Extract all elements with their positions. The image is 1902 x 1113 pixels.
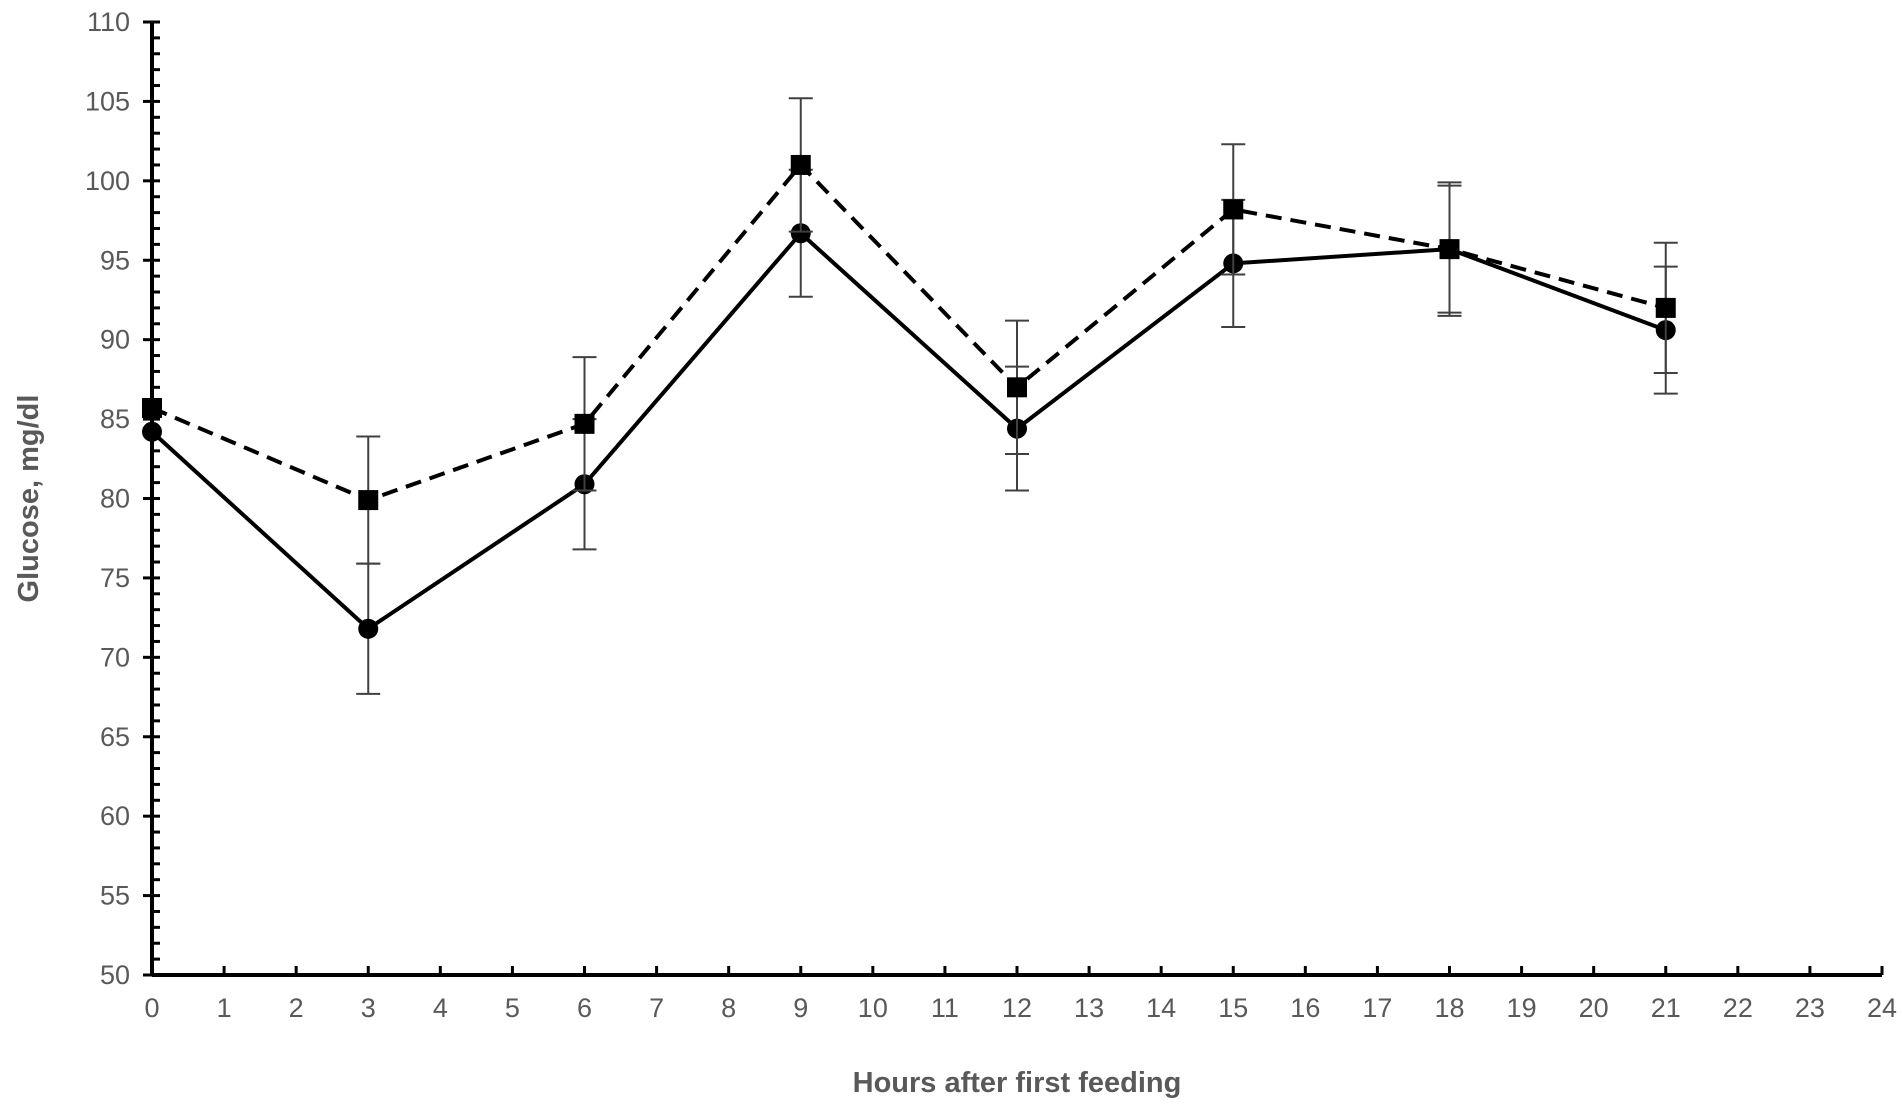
y-tick-label: 70 bbox=[100, 642, 130, 672]
x-tick-label: 16 bbox=[1290, 993, 1320, 1023]
y-tick-label: 50 bbox=[100, 960, 130, 990]
x-tick-label: 12 bbox=[1002, 993, 1032, 1023]
series-line bbox=[151, 162, 1667, 503]
x-tick-label: 4 bbox=[433, 993, 448, 1023]
y-tick-label: 100 bbox=[85, 166, 130, 196]
data-point-square bbox=[1223, 199, 1244, 220]
x-tick-label: 15 bbox=[1218, 993, 1248, 1023]
x-tick-label: 1 bbox=[217, 993, 232, 1023]
y-tick-label: 85 bbox=[100, 404, 130, 434]
x-tick-label: 22 bbox=[1723, 993, 1753, 1023]
data-point-square bbox=[358, 490, 379, 511]
data-point-circle bbox=[142, 421, 162, 442]
x-tick-label: 5 bbox=[505, 993, 520, 1023]
data-point-square bbox=[574, 413, 595, 434]
x-tick-label: 9 bbox=[793, 993, 808, 1023]
x-tick-label: 7 bbox=[649, 993, 664, 1023]
x-tick-label: 6 bbox=[577, 993, 592, 1023]
data-point-square bbox=[142, 397, 162, 418]
series-1-dashed bbox=[142, 97, 1678, 565]
y-axis-title: Glucose, mg/dl bbox=[13, 395, 45, 603]
x-tick-label: 14 bbox=[1146, 993, 1176, 1023]
x-tick-label: 11 bbox=[931, 993, 959, 1023]
x-tick-label: 21 bbox=[1651, 993, 1681, 1023]
series-line bbox=[150, 231, 1667, 631]
x-tick-label: 24 bbox=[1867, 993, 1897, 1023]
x-axis-title: Hours after first feeding bbox=[853, 1067, 1182, 1099]
x-tick-label: 2 bbox=[289, 993, 304, 1023]
series-layer bbox=[142, 97, 1678, 695]
y-tick-label: 95 bbox=[100, 245, 130, 275]
x-tick-label: 19 bbox=[1507, 993, 1537, 1023]
y-tick-label: 80 bbox=[100, 484, 130, 514]
y-tick-label: 60 bbox=[100, 801, 130, 831]
y-tick-label: 75 bbox=[100, 563, 130, 593]
y-tick-label: 105 bbox=[85, 86, 130, 116]
x-tick-label: 13 bbox=[1074, 993, 1104, 1023]
x-tick-label: 3 bbox=[361, 993, 376, 1023]
data-point-square bbox=[1439, 239, 1460, 260]
y-tick-label: 110 bbox=[87, 7, 130, 37]
data-point-circle bbox=[790, 223, 811, 244]
data-point-square bbox=[1655, 297, 1676, 318]
y-tick-label: 65 bbox=[100, 722, 130, 752]
x-tick-label: 17 bbox=[1362, 993, 1392, 1023]
x-tick-label: 20 bbox=[1579, 993, 1609, 1023]
data-point-square bbox=[1007, 377, 1027, 398]
y-tick-label: 55 bbox=[100, 881, 130, 911]
y-tick-label: 90 bbox=[100, 325, 130, 355]
x-tick-label: 23 bbox=[1795, 993, 1825, 1023]
data-point-square bbox=[790, 154, 811, 175]
x-tick-label: 10 bbox=[858, 993, 888, 1023]
x-tick-label: 0 bbox=[144, 993, 159, 1023]
x-tick-label: 8 bbox=[721, 993, 736, 1023]
data-point-circle bbox=[358, 618, 379, 639]
x-tick-label: 18 bbox=[1434, 993, 1464, 1023]
